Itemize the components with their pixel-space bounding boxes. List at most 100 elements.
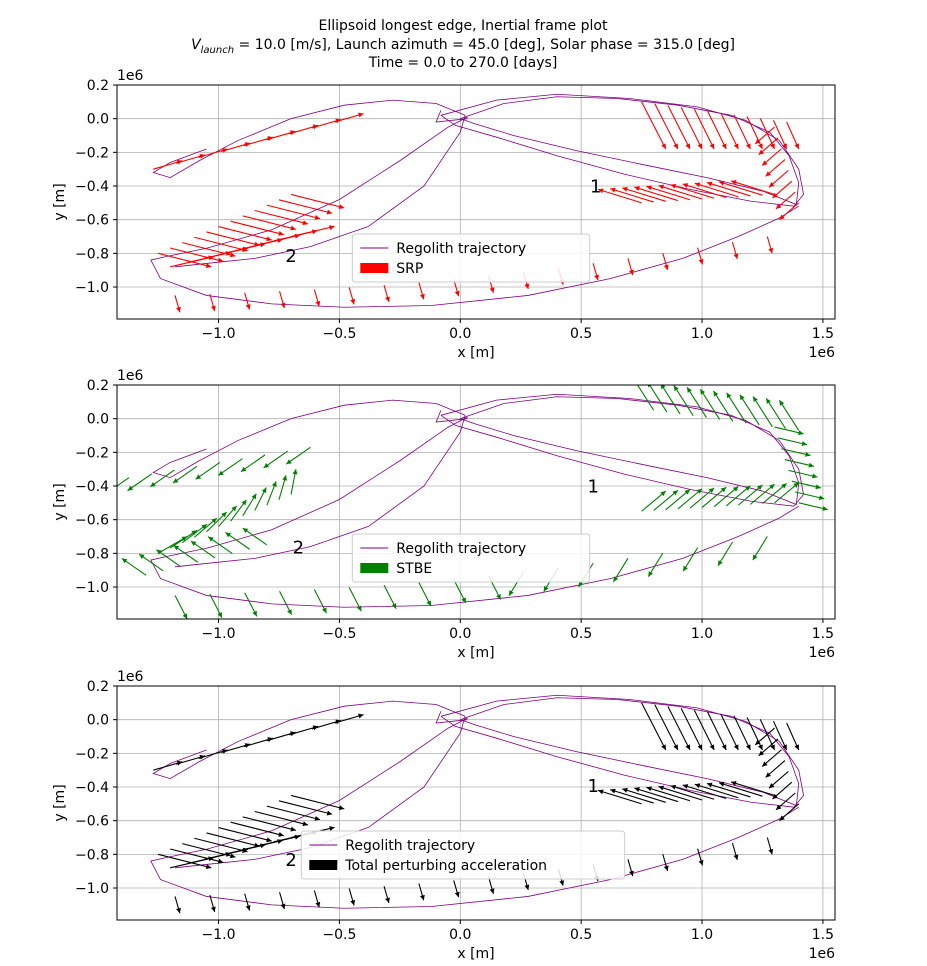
acceleration-arrow (254, 209, 309, 226)
trajectory-line (152, 99, 466, 179)
acceleration-arrow (680, 708, 703, 751)
title-v-symbol: V (191, 37, 202, 53)
trajectory-line (435, 711, 468, 724)
acceleration-arrow (242, 493, 257, 517)
acceleration-arrow (209, 894, 216, 913)
x-tick-label: 0.0 (449, 927, 471, 943)
acceleration-arrow (117, 477, 130, 487)
acceleration-arrow (279, 590, 293, 616)
acceleration-arrow (206, 231, 260, 247)
acceleration-arrow (592, 263, 599, 281)
acceleration-arrow (720, 112, 739, 150)
x-tick-label: −1.0 (202, 927, 236, 943)
acceleration-arrow (670, 183, 715, 199)
acceleration-arrow (720, 713, 739, 751)
point-annotation: 1 (588, 776, 599, 797)
acceleration-arrow (774, 482, 800, 504)
title-v-subscript: launch (201, 45, 234, 56)
acceleration-arrow (242, 527, 268, 546)
acceleration-arrow (775, 792, 796, 811)
trajectory-line (150, 416, 799, 608)
acceleration-arrow (731, 241, 739, 260)
acceleration-arrow (174, 295, 181, 313)
y-tick-label: −0.8 (75, 847, 109, 863)
y-tick-label: 0.0 (87, 112, 109, 128)
y-tick-label: −0.4 (75, 179, 109, 195)
acceleration-arrow (682, 183, 727, 199)
acceleration-arrow (194, 517, 218, 538)
y-axis-label: y [m] (52, 784, 68, 821)
acceleration-arrow (772, 781, 793, 800)
acceleration-arrow (279, 291, 286, 309)
acceleration-arrow (707, 110, 727, 150)
acceleration-arrow (788, 469, 818, 479)
acceleration-arrow (597, 188, 642, 204)
acceleration-arrow (383, 886, 390, 904)
acceleration-arrow (207, 536, 233, 555)
acceleration-arrow (654, 103, 679, 150)
acceleration-arrow (718, 781, 763, 797)
acceleration-arrow (667, 706, 691, 751)
acceleration-arrow (172, 465, 198, 484)
legend-label-trajectory: Regolith trajectory (396, 241, 526, 257)
legend-color-swatch (309, 860, 338, 870)
acceleration-arrow (418, 883, 425, 901)
acceleration-arrow (752, 536, 768, 561)
y-tick-label: −1.0 (75, 280, 109, 296)
y-tick-label: 0.0 (87, 713, 109, 729)
trajectory-line (174, 115, 466, 268)
acceleration-arrow (217, 458, 243, 476)
acceleration-arrow (768, 169, 789, 188)
x-tick-label: 0.0 (449, 326, 471, 342)
acceleration-arrow (662, 853, 669, 872)
axes-frame (116, 685, 836, 921)
acceleration-arrow (726, 392, 747, 424)
acceleration-arrow (266, 731, 296, 742)
acceleration-arrow (121, 557, 147, 576)
acceleration-arrow (263, 450, 289, 469)
acceleration-arrow (153, 760, 183, 771)
acceleration-arrow (765, 398, 787, 429)
acceleration-arrow (254, 487, 267, 511)
acceleration-arrow (697, 247, 704, 265)
acceleration-arrow (610, 788, 654, 804)
acceleration-arrow (627, 859, 634, 877)
acceleration-arrow (243, 737, 274, 748)
acceleration-arrow (157, 536, 188, 554)
y-tick-label: −0.6 (75, 814, 109, 830)
point-annotation: 2 (285, 850, 296, 871)
trajectory-line (174, 415, 466, 568)
acceleration-arrow (779, 202, 800, 221)
plot-area (117, 385, 828, 619)
acceleration-arrow (278, 199, 333, 215)
x-axis-label: x [m] (457, 946, 494, 962)
acceleration-arrow (682, 547, 699, 572)
acceleration-arrow (218, 827, 272, 843)
acceleration-arrow (190, 540, 216, 559)
trajectory-line (435, 110, 468, 123)
acceleration-arrow (230, 821, 284, 837)
y-axis-label: y [m] (52, 483, 68, 520)
x-tick-label: −1.0 (202, 326, 236, 342)
acceleration-arrow (725, 485, 751, 507)
acceleration-arrow (334, 112, 364, 123)
acceleration-arrow (244, 292, 251, 310)
acceleration-arrow (279, 892, 286, 910)
acceleration-arrow (289, 124, 319, 135)
x-tick-label: −0.5 (322, 626, 356, 642)
acceleration-arrow (383, 584, 397, 610)
acceleration-arrow (730, 781, 775, 796)
acceleration-arrow (765, 159, 786, 177)
y-tick-label: −0.4 (75, 780, 109, 796)
acceleration-arrow (290, 193, 345, 210)
x-tick-label: −0.5 (322, 927, 356, 943)
y-tick-label: −0.4 (75, 479, 109, 495)
acceleration-arrow (174, 896, 181, 914)
acceleration-arrow (278, 800, 333, 816)
x-tick-label: 1.5 (812, 626, 834, 642)
legend: Regolith trajectory STBE (351, 533, 591, 583)
acceleration-arrow (733, 114, 751, 150)
x-tick-label: 1.0 (691, 927, 713, 943)
acceleration-arrow (453, 579, 467, 604)
